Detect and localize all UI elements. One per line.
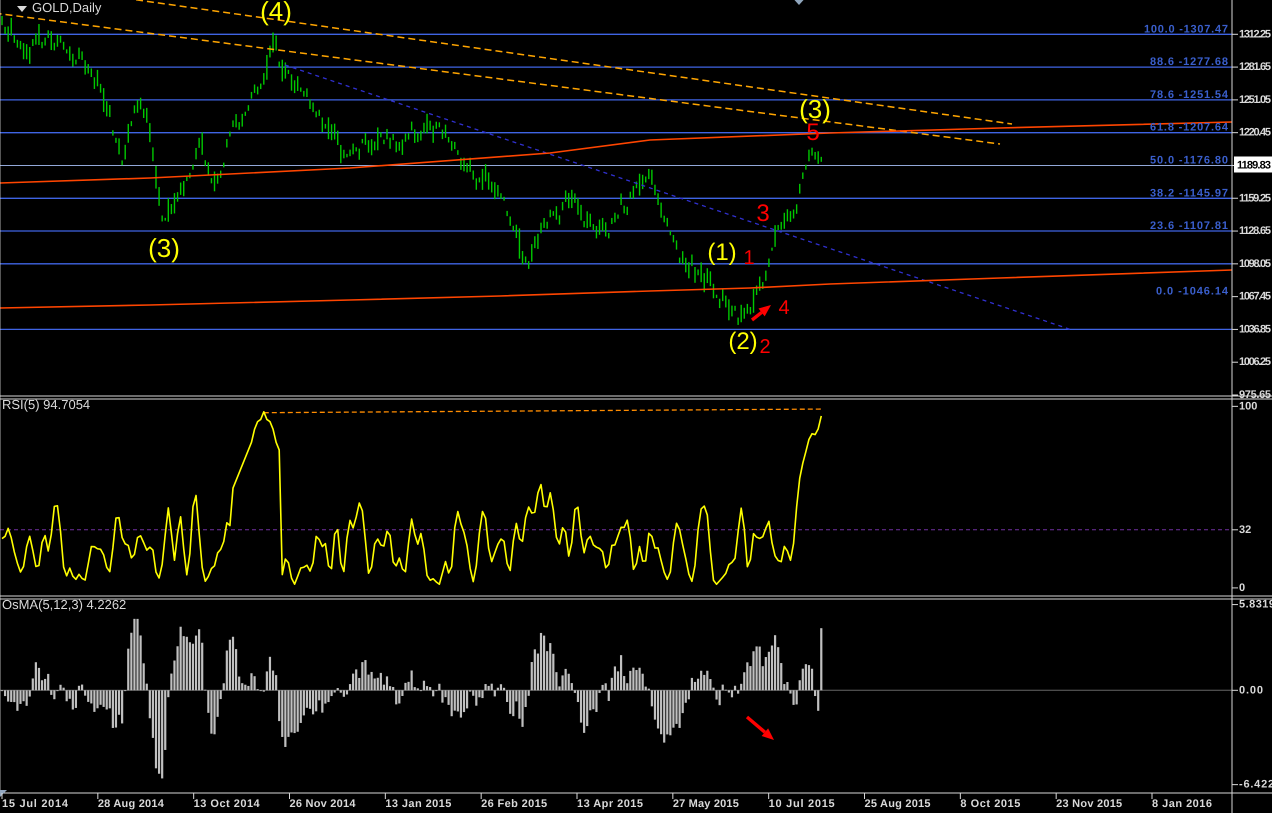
svg-text:78.6 -1251.54: 78.6 -1251.54 — [1150, 89, 1229, 101]
svg-text:0.00: 0.00 — [1239, 684, 1263, 696]
svg-text:(2): (2) — [728, 328, 757, 355]
svg-text:38.2 -1145.97: 38.2 -1145.97 — [1150, 187, 1228, 199]
svg-text:32: 32 — [1239, 524, 1251, 536]
svg-text:61.8 -1207.64: 61.8 -1207.64 — [1150, 122, 1229, 134]
svg-text:1312.25: 1312.25 — [1239, 28, 1271, 40]
svg-text:1067.45: 1067.45 — [1239, 291, 1271, 303]
svg-text:1281.65: 1281.65 — [1239, 61, 1271, 73]
svg-text:26 Feb 2015: 26 Feb 2015 — [481, 798, 547, 810]
svg-text:1128.65: 1128.65 — [1239, 225, 1271, 237]
svg-text:50.0 -1176.80: 50.0 -1176.80 — [1150, 154, 1228, 166]
svg-text:15 Jul 2014: 15 Jul 2014 — [2, 798, 69, 810]
svg-text:1189.83: 1189.83 — [1237, 159, 1271, 171]
svg-text:975.65: 975.65 — [1239, 389, 1271, 401]
svg-text:1098.05: 1098.05 — [1239, 258, 1271, 270]
svg-text:26 Nov 2014: 26 Nov 2014 — [290, 798, 357, 810]
svg-text:100: 100 — [1239, 400, 1257, 412]
svg-text:100.0 -1307.47: 100.0 -1307.47 — [1144, 23, 1228, 35]
svg-text:(1): (1) — [707, 239, 736, 266]
svg-text:23 Nov 2015: 23 Nov 2015 — [1056, 798, 1122, 810]
svg-text:(4): (4) — [260, 0, 292, 26]
svg-text:13 Apr 2015: 13 Apr 2015 — [577, 798, 643, 810]
svg-text:1251.05: 1251.05 — [1239, 94, 1271, 106]
svg-text:3: 3 — [756, 200, 769, 227]
svg-text:5: 5 — [806, 119, 819, 146]
svg-text:13 Jan 2015: 13 Jan 2015 — [385, 798, 451, 810]
svg-text:0.0 -1046.14: 0.0 -1046.14 — [1156, 286, 1229, 298]
svg-text:1159.25: 1159.25 — [1239, 192, 1271, 204]
svg-text:5.8319: 5.8319 — [1239, 599, 1272, 611]
svg-text:28 Aug 2014: 28 Aug 2014 — [98, 798, 165, 810]
svg-text:RSI(5) 94.7054: RSI(5) 94.7054 — [2, 397, 90, 412]
svg-text:2: 2 — [759, 336, 770, 358]
svg-text:1220.45: 1220.45 — [1239, 127, 1271, 139]
svg-text:23.6 -1107.81: 23.6 -1107.81 — [1150, 220, 1228, 232]
svg-text:1036.85: 1036.85 — [1239, 323, 1271, 335]
svg-text:8 Jan 2016: 8 Jan 2016 — [1152, 798, 1212, 810]
svg-text:GOLD,Daily: GOLD,Daily — [32, 0, 102, 15]
svg-text:4: 4 — [778, 297, 789, 319]
svg-text:25 Aug 2015: 25 Aug 2015 — [865, 798, 931, 810]
svg-text:10 Jul 2015: 10 Jul 2015 — [769, 798, 835, 810]
svg-text:-6.4224: -6.4224 — [1239, 779, 1272, 791]
svg-text:0: 0 — [1239, 582, 1245, 594]
svg-text:1006.25: 1006.25 — [1239, 356, 1271, 368]
svg-text:1: 1 — [743, 247, 754, 269]
svg-text:88.6 -1277.68: 88.6 -1277.68 — [1150, 56, 1228, 68]
svg-text:27 May 2015: 27 May 2015 — [673, 798, 739, 810]
svg-text:8 Oct 2015: 8 Oct 2015 — [960, 798, 1020, 810]
svg-text:OsMA(5,12,3) 4.2262: OsMA(5,12,3) 4.2262 — [2, 597, 126, 612]
svg-text:13 Oct 2014: 13 Oct 2014 — [194, 798, 261, 810]
svg-text:(3): (3) — [148, 233, 180, 263]
